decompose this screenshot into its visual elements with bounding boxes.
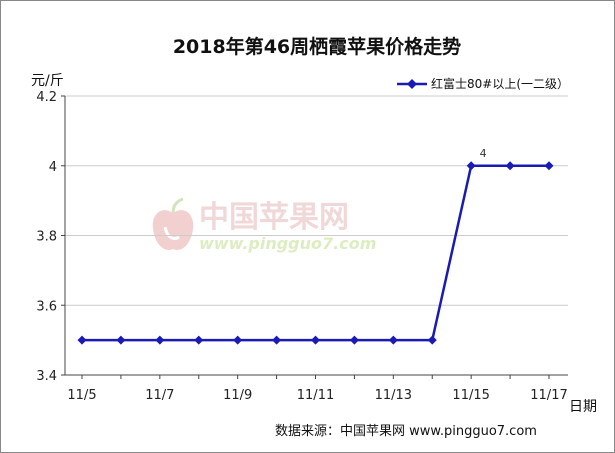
y-axis-label: 元/斤: [31, 73, 64, 89]
x-tick-label: 11/17: [530, 388, 567, 403]
data-point: [505, 161, 515, 171]
apple-logo-icon: [152, 197, 194, 251]
data-point: [155, 335, 165, 345]
y-axis-ticks: 3.4 3.6 3.8 4 4.2: [36, 90, 65, 384]
y-tick-label: 3.8: [36, 230, 57, 245]
data-point: [349, 335, 359, 345]
data-point: [311, 335, 320, 345]
y-tick-label: 4.2: [36, 90, 57, 105]
legend-label: 红富士80#以上(一二级）: [431, 76, 569, 91]
plot-area: 4: [77, 147, 554, 345]
source-note: 数据来源：中国苹果网 www.pingguo7.com: [275, 424, 537, 439]
x-tick-label: 11/7: [145, 388, 174, 403]
x-tick-label: 11/15: [452, 388, 489, 403]
x-axis-label: 日期: [569, 399, 597, 415]
legend: 红富士80#以上(一二级）: [397, 76, 569, 91]
x-tick-label: 11/9: [223, 388, 252, 403]
data-point: [116, 335, 126, 345]
data-point: [194, 335, 204, 345]
data-label: 4: [480, 147, 487, 160]
watermark-url: www.pingguo7.com: [199, 234, 376, 253]
data-point: [272, 335, 282, 345]
grid-lines: [65, 95, 568, 306]
legend-diamond-marker: [407, 79, 417, 89]
chart-title: 2018年第46周栖霞苹果价格走势: [173, 35, 461, 58]
x-tick-label: 11/13: [375, 388, 412, 403]
data-point: [77, 335, 87, 345]
data-point: [544, 161, 554, 171]
data-point: [388, 335, 398, 345]
watermark-text: 中国苹果网: [199, 200, 349, 235]
data-point: [233, 335, 243, 345]
data-point: [427, 335, 437, 345]
x-tick-label: 11/11: [297, 388, 334, 403]
y-tick-label: 4: [49, 160, 57, 175]
y-tick-label: 3.6: [36, 299, 57, 314]
watermark: 中国苹果网 www.pingguo7.com: [152, 197, 376, 253]
data-point: [466, 161, 476, 171]
y-tick-label: 3.4: [36, 369, 57, 384]
x-axis-ticks: 11/5 11/7 11/9 11/11 11/13 11/15 11/17: [67, 375, 568, 403]
x-tick-label: 11/5: [67, 388, 96, 403]
